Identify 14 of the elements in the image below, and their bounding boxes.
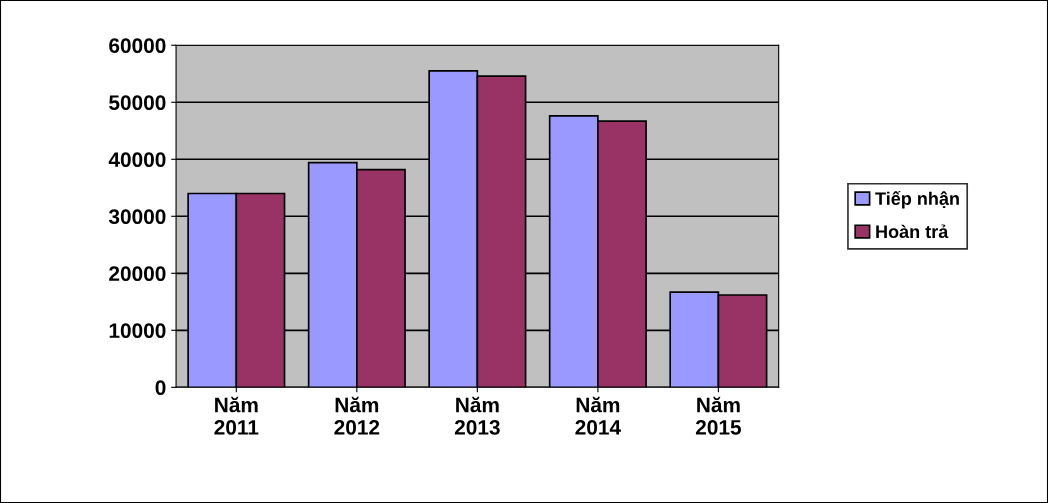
x-tick-label: Năm 2011: [214, 396, 259, 435]
y-tick-label: 50000: [109, 95, 166, 111]
x-tick-label: Năm 2015: [695, 396, 741, 435]
legend-label: Hoàn trả: [876, 224, 949, 239]
y-tick-label: 20000: [109, 266, 166, 282]
y-tick-label: 60000: [109, 38, 166, 54]
y-tick-label: 0: [155, 380, 166, 396]
y-tick-label: 40000: [108, 152, 166, 168]
legend-label: Tiếp nhận: [875, 190, 959, 209]
x-tick-label: Năm 2014: [575, 396, 621, 435]
y-tick-label: 10000: [109, 323, 166, 339]
y-tick-label: 30000: [108, 209, 166, 225]
x-tick-label: Năm 2012: [334, 396, 380, 435]
x-tick-label: Năm 2013: [454, 396, 500, 435]
